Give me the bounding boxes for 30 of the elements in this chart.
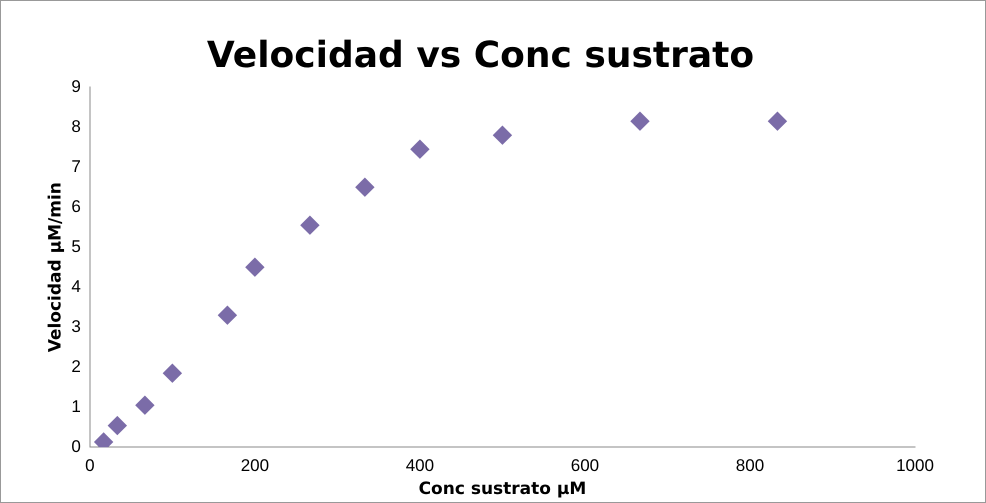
y-tick-label: 7 [71,156,81,176]
point [300,216,320,235]
point [410,140,430,159]
y-tick-label: 2 [71,356,81,376]
y-axis-title: Velocidad µM/min [46,182,66,352]
y-tick-label: 3 [71,316,81,336]
x-tick-label: 800 [736,456,764,476]
x-axis-title: Conc sustrato µM [418,479,586,500]
point [108,416,127,436]
point [218,306,237,325]
y-tick-label: 8 [71,116,81,136]
point [768,112,787,131]
x-tick-label: 0 [85,456,95,476]
point [245,258,264,277]
point [355,178,374,197]
y-tick-label: 5 [71,236,81,256]
x-tick-label: 400 [406,456,434,476]
point [492,126,512,145]
chart-title: Velocidad vs Conc sustrato [206,34,754,76]
y-tick-label: 4 [71,276,81,296]
y-tick-label: 0 [71,436,81,456]
y-tick-label: 6 [71,196,81,216]
point [135,396,154,415]
y-tick-label: 9 [71,76,81,96]
x-tick-label: 200 [240,456,270,476]
y-tick-label: 1 [71,396,81,416]
x-tick-label: 1000 [896,456,934,476]
point [162,364,182,383]
point [630,112,650,131]
x-tick-label: 600 [570,456,600,476]
